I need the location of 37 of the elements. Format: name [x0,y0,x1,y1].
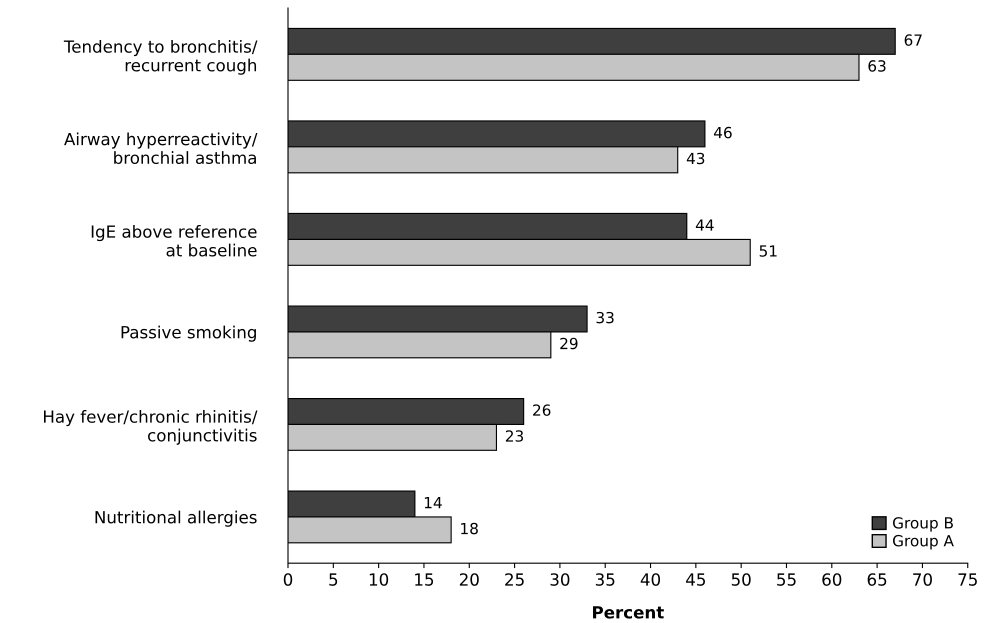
x-axis-title: Percent [593,606,664,619]
x-tick-label: 25 [505,573,524,586]
x-tick-label: 50 [732,573,751,586]
legend-label: Group A [893,534,954,550]
data-label: 14 [424,497,442,508]
x-tick-label: 70 [913,573,932,586]
x-tick-label: 45 [686,573,705,586]
x-tick-label: 55 [777,573,796,586]
y-tick-label: Passive smoking [122,326,256,342]
x-tick-label: 35 [596,573,614,586]
x-tick-label: 30 [550,573,570,586]
data-label: 43 [686,152,704,164]
data-label: 18 [461,522,478,534]
data-label: 51 [760,245,777,257]
data-label: 33 [596,312,614,324]
x-tick-label: 10 [370,573,388,586]
x-tick-label: 15 [415,573,434,586]
data-label: 67 [904,34,922,46]
data-label: 46 [714,126,732,138]
x-tick-label: 0 [284,573,292,586]
data-label: 44 [696,220,714,231]
y-tick-label: Tendency to bronchitis/ recurrent cough [64,40,258,75]
y-tick-label: Nutritional allergies [96,510,257,527]
y-tick-label: IgE above reference at baseline [92,224,257,257]
x-tick-label: 5 [329,573,338,586]
x-tick-label: 40 [640,573,660,586]
x-tick-label: 60 [822,573,842,586]
data-label: 26 [533,404,550,416]
x-tick-label: 75 [958,573,977,586]
data-label: 23 [506,430,524,442]
y-tick-label: Hay fever/chronic rhinitis/ conjunctivitis [44,410,258,445]
y-tick-label: Airway hyperreactivity/ bronchial asthma [64,132,258,164]
x-tick-label: 65 [868,573,886,586]
data-label: 29 [560,338,578,350]
legend-label: Group B [893,517,953,532]
x-tick-label: 20 [460,573,479,586]
data-label: 63 [868,60,886,72]
